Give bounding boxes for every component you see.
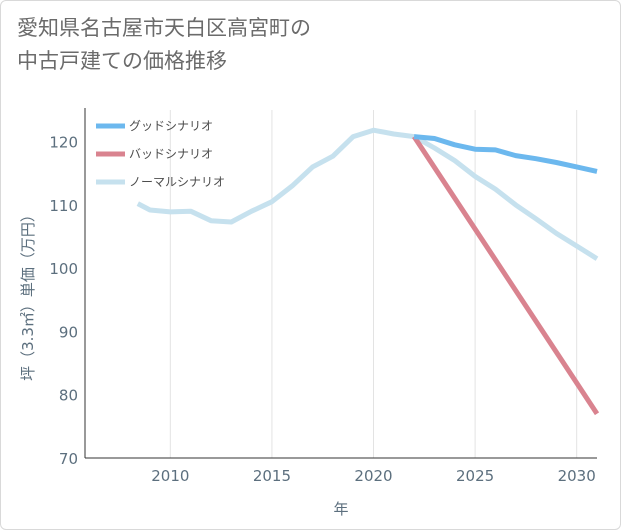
x-tick-label-2025: 2025 (456, 467, 494, 485)
grid-lines (169, 110, 578, 458)
y-tick-label-100: 100 (49, 260, 78, 278)
y-tick-label-90: 90 (59, 323, 78, 341)
y-tick-label-110: 110 (49, 197, 78, 215)
y-axis-label: 坪（3.3㎡）単価（万円） (19, 207, 37, 381)
series-lines (136, 127, 600, 416)
y-tick-label-80: 80 (59, 387, 78, 405)
x-tick-label-2010: 2010 (151, 467, 189, 485)
tick-labels: 2010 2015 2020 2025 2030 70 80 90 100 110 120 (49, 134, 595, 485)
series-line-2 (412, 135, 600, 416)
series-line-3 (413, 134, 598, 174)
legend-label-2: バッドシナリオ (129, 147, 213, 161)
y-tick-label-70: 70 (59, 450, 78, 468)
x-tick-label-2015: 2015 (253, 467, 291, 485)
x-tick-label-2030: 2030 (558, 467, 596, 485)
x-tick-label-2020: 2020 (354, 467, 392, 485)
y-tick-label-120: 120 (49, 134, 78, 152)
legend-label-1: グッドシナリオ (129, 119, 213, 133)
chart-title: 愛知県名古屋市天白区高宮町の 中古戸建ての価格推移 (17, 12, 577, 78)
series-line-1 (136, 127, 599, 261)
axes (84, 108, 597, 459)
chart-title-line-1: 愛知県名古屋市天白区高宮町の (17, 16, 311, 40)
legend-label-3: ノーマルシナリオ (129, 175, 225, 189)
x-axis-label: 年 (333, 500, 348, 518)
chart-title-line-2: 中古戸建ての価格推移 (17, 49, 227, 73)
